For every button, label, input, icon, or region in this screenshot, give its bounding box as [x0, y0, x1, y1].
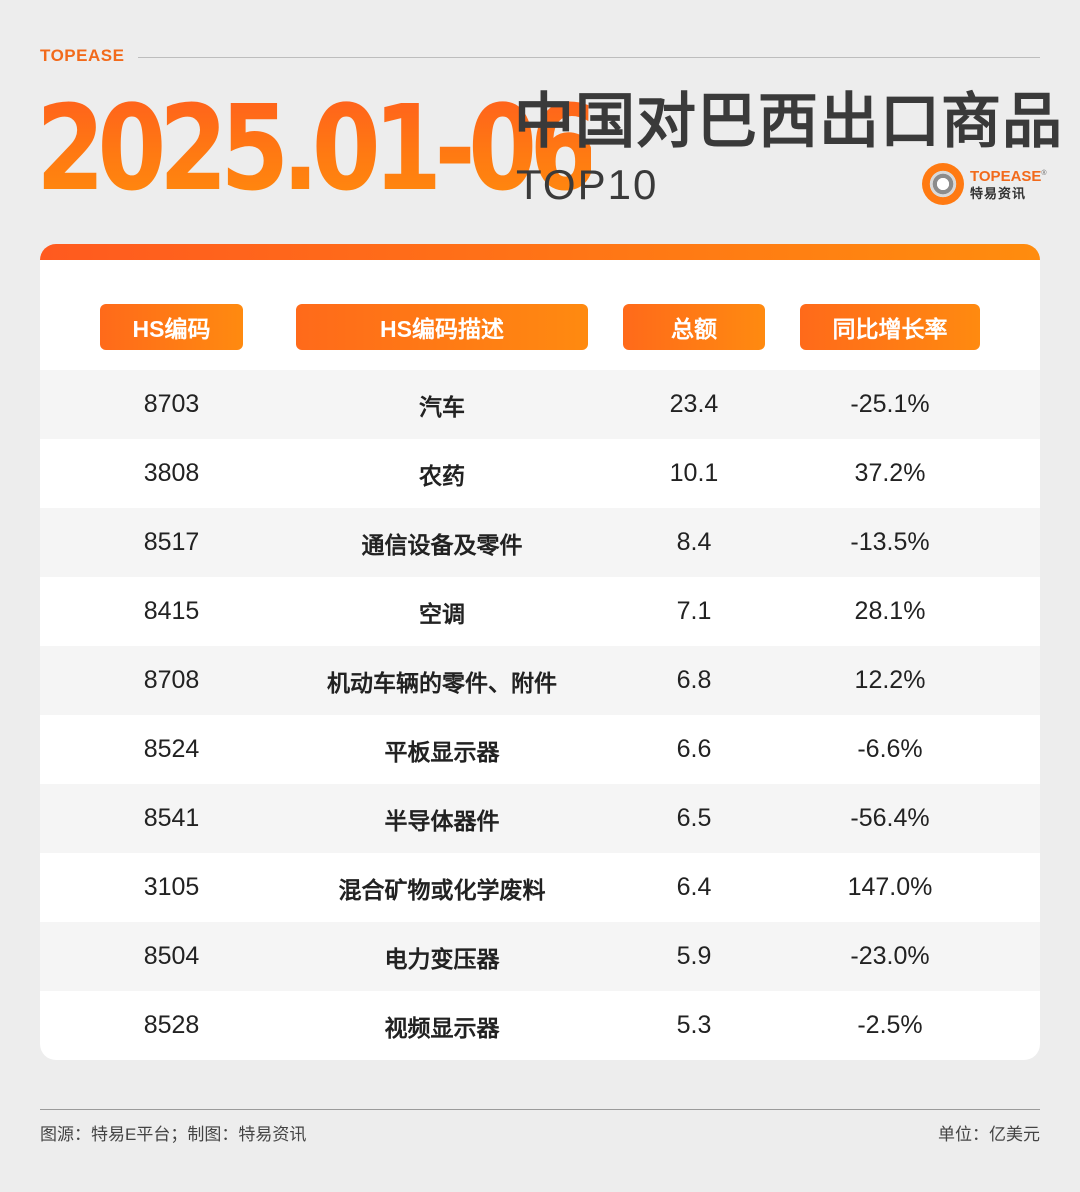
- total-cell: 6.4: [676, 873, 712, 901]
- description-cell: 混合矿物或化学废料: [338, 876, 546, 903]
- logo-ring-icon: [922, 163, 964, 205]
- total-cell: 6.5: [676, 804, 712, 832]
- hs-code-cell: 8708: [143, 666, 200, 694]
- description-cell: 电力变压器: [384, 945, 500, 972]
- ranking-table-card: HS编码 HS编码描述 总额 同比增长率 8703 汽车 23.4 -25.1% 380…: [40, 244, 1040, 1060]
- table-row: 8703 汽车 23.4 -25.1%: [40, 370, 1040, 439]
- description-cell: 视频显示器: [384, 1014, 500, 1041]
- yoy-growth-cell: 37.2%: [854, 459, 926, 487]
- yoy-growth-cell: 28.1%: [854, 597, 926, 625]
- brand-label: TOPEASE: [40, 46, 125, 65]
- table-row: 8517 通信设备及零件 8.4 -13.5%: [40, 508, 1040, 577]
- page-title: 中国对巴西出口商品: [514, 88, 1063, 155]
- total-cell: 6.8: [676, 666, 712, 694]
- yoy-growth-cell: -56.4%: [850, 804, 930, 832]
- hs-code-cell: 8524: [143, 735, 200, 763]
- total-cell: 6.6: [676, 735, 712, 763]
- hs-code-cell: 8703: [143, 390, 200, 418]
- description-cell: 机动车辆的零件、附件: [327, 669, 557, 696]
- yoy-growth-cell: -13.5%: [850, 528, 930, 556]
- hs-code-cell: 8415: [143, 597, 200, 625]
- table-row: 3105 混合矿物或化学废料 6.4 147.0%: [40, 853, 1040, 922]
- total-cell: 5.3: [676, 1011, 712, 1039]
- table-row: 8415 空调 7.1 28.1%: [40, 577, 1040, 646]
- hs-code-cell: 8504: [143, 942, 200, 970]
- hs-code-cell: 8517: [143, 528, 200, 556]
- yoy-growth-cell: 147.0%: [847, 873, 933, 901]
- yoy-growth-cell: -25.1%: [850, 390, 930, 418]
- table-row: 8504 电力变压器 5.9 -23.0%: [40, 922, 1040, 991]
- table-row: 8541 半导体器件 6.5 -56.4%: [40, 784, 1040, 853]
- description-cell: 通信设备及零件: [361, 531, 523, 558]
- hs-code-cell: 3808: [143, 459, 200, 487]
- total-cell: 23.4: [669, 390, 719, 418]
- unit-note: 单位：亿美元: [938, 1125, 1040, 1144]
- top-divider: [138, 57, 1040, 58]
- description-cell: 农药: [419, 462, 465, 489]
- source-note: 图源：特易E平台；制图：特易资讯: [40, 1125, 307, 1144]
- description-cell: 平板显示器: [384, 738, 500, 765]
- yoy-growth-cell: -23.0%: [850, 942, 930, 970]
- total-cell: 5.9: [676, 942, 712, 970]
- total-cell: 10.1: [669, 459, 719, 487]
- yoy-growth-cell: -6.6%: [857, 735, 923, 763]
- hs-code-cell: 8528: [143, 1011, 200, 1039]
- column-header-description: HS编码描述: [296, 304, 588, 350]
- yoy-growth-cell: 12.2%: [854, 666, 926, 694]
- hs-code-cell: 3105: [143, 873, 200, 901]
- description-cell: 空调: [419, 600, 465, 627]
- logo-wordmark: TOPEASE®: [970, 167, 1047, 185]
- column-header-hs-code: HS编码: [100, 304, 243, 350]
- column-header-total: 总额: [623, 304, 765, 350]
- table-row: 8708 机动车辆的零件、附件 6.8 12.2%: [40, 646, 1040, 715]
- table-row: 3808 农药 10.1 37.2%: [40, 439, 1040, 508]
- total-cell: 7.1: [676, 597, 712, 625]
- table-row: 8528 视频显示器 5.3 -2.5%: [40, 991, 1040, 1060]
- description-cell: 半导体器件: [384, 807, 500, 834]
- table-row: 8524 平板显示器 6.6 -6.6%: [40, 715, 1040, 784]
- bottom-divider: [40, 1109, 1040, 1110]
- yoy-growth-cell: -2.5%: [857, 1011, 923, 1039]
- topease-logo: TOPEASE® 特易资讯: [922, 162, 1047, 206]
- hs-code-cell: 8541: [143, 804, 200, 832]
- logo-chinese-name: 特易资讯: [970, 185, 1027, 201]
- description-cell: 汽车: [419, 393, 465, 420]
- column-header-yoy-growth: 同比增长率: [800, 304, 980, 350]
- page-subtitle: TOP10: [516, 161, 659, 208]
- total-cell: 8.4: [676, 528, 712, 556]
- table-body: 8703 汽车 23.4 -25.1% 3808 农药 10.1 37.2% 8517 通信设备及…: [40, 370, 1040, 1060]
- period-title: 2025.01-06: [36, 79, 598, 217]
- card-accent-bar: [40, 244, 1040, 260]
